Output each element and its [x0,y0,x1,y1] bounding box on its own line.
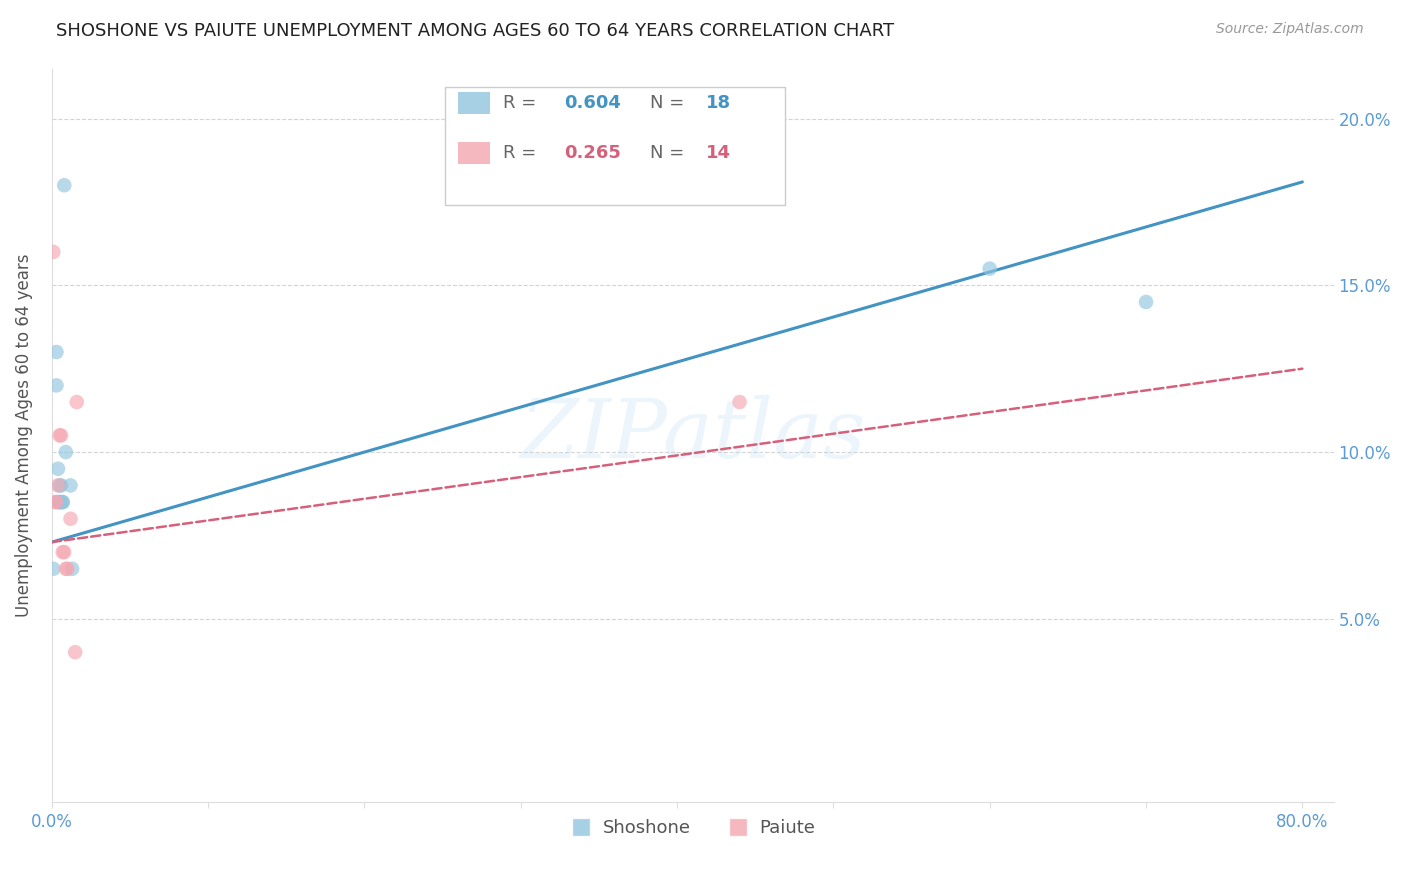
Point [45,495,67,509]
Point [49,478,72,492]
Text: Source: ZipAtlas.com: Source: ZipAtlas.com [1216,22,1364,37]
Point [979,261,1001,276]
Point [59,478,82,492]
Point [728,395,751,409]
Point [45,378,67,392]
Point [46,495,69,509]
Point [55,562,77,576]
Point [59,512,82,526]
Point [44,495,66,509]
Point [48,495,70,509]
Point [60,562,83,576]
Text: N =: N = [651,94,690,112]
Point [52,495,75,509]
Point [55,445,77,459]
Point [46,462,69,476]
Point [42,244,65,259]
Point [45,345,67,359]
Point [42,562,65,576]
Text: 18: 18 [706,94,731,112]
Text: SHOSHONE VS PAIUTE UNEMPLOYMENT AMONG AGES 60 TO 64 YEARS CORRELATION CHART: SHOSHONE VS PAIUTE UNEMPLOYMENT AMONG AG… [56,22,894,40]
Point [56,562,79,576]
Point [53,178,76,193]
Point [52,545,75,559]
Point [66,395,89,409]
Text: 0.265: 0.265 [564,144,621,162]
Point [49,495,72,509]
Text: 0.604: 0.604 [564,94,621,112]
Bar [458,92,491,114]
Text: ZIPatlas: ZIPatlas [520,395,866,475]
Y-axis label: Unemployment Among Ages 60 to 64 years: Unemployment Among Ages 60 to 64 years [15,253,32,617]
Bar [458,142,491,164]
Legend: Shoshone, Paiute: Shoshone, Paiute [562,812,823,845]
Point [1135,295,1157,310]
Point [63,645,86,659]
Point [48,428,70,442]
Point [49,428,72,442]
Text: R =: R = [503,94,541,112]
Point [53,545,76,559]
Bar [446,87,785,205]
Point [48,478,70,492]
Text: N =: N = [651,144,690,162]
Text: R =: R = [503,144,541,162]
Point [48,495,70,509]
Point [52,495,75,509]
Point [46,478,69,492]
Text: 14: 14 [706,144,731,162]
